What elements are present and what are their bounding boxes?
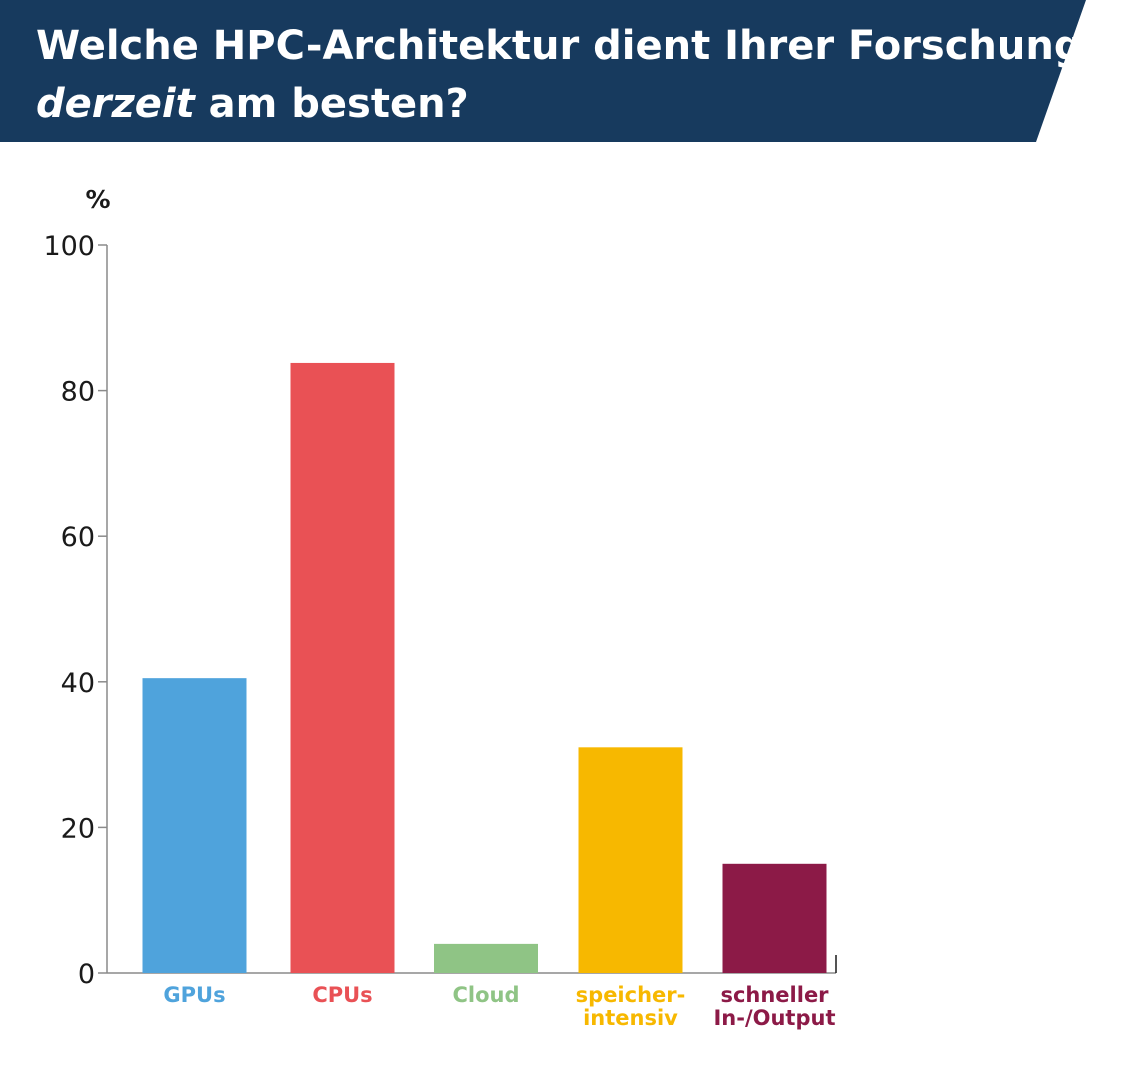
bar [434, 943, 538, 973]
y-tick-label: 80 [61, 377, 95, 408]
x-category-label: In-/Output [713, 1006, 835, 1030]
x-category-label: intensiv [583, 1006, 678, 1030]
y-tick-label: 0 [78, 959, 95, 990]
category-labels: GPUs CPUs Cloud speicher-intensiv schnellerI… [163, 983, 835, 1030]
x-category-label: speicher- [576, 983, 686, 1007]
bar [722, 863, 827, 973]
bar [290, 362, 395, 973]
y-tick-label: 40 [61, 668, 95, 699]
y-axis: 0 20 40 60 80 100 [43, 231, 837, 990]
chart-title-line-2: derzeit am besten? [36, 80, 469, 128]
x-category-label: GPUs [163, 983, 225, 1007]
title-banner: Welche HPC-Architektur dient Ihrer Forsc… [0, 0, 1124, 145]
chart-title-emphasis: derzeit [36, 81, 195, 127]
x-category-label: Cloud [452, 983, 519, 1007]
bars [142, 362, 827, 973]
chart-title-line-1: Welche HPC-Architektur dient Ihrer Forsc… [36, 23, 1083, 69]
title-banner-shape [0, 0, 1086, 142]
y-tick-label: 60 [61, 522, 95, 553]
y-unit-label: % [85, 185, 110, 214]
bar [142, 678, 247, 973]
chart-title-rest: am besten? [194, 81, 469, 127]
x-category-label: CPUs [312, 983, 372, 1007]
bar [578, 747, 683, 973]
y-tick-label: 20 [61, 813, 95, 844]
y-tick-label: 100 [43, 231, 95, 262]
x-category-label: schneller [720, 983, 829, 1007]
